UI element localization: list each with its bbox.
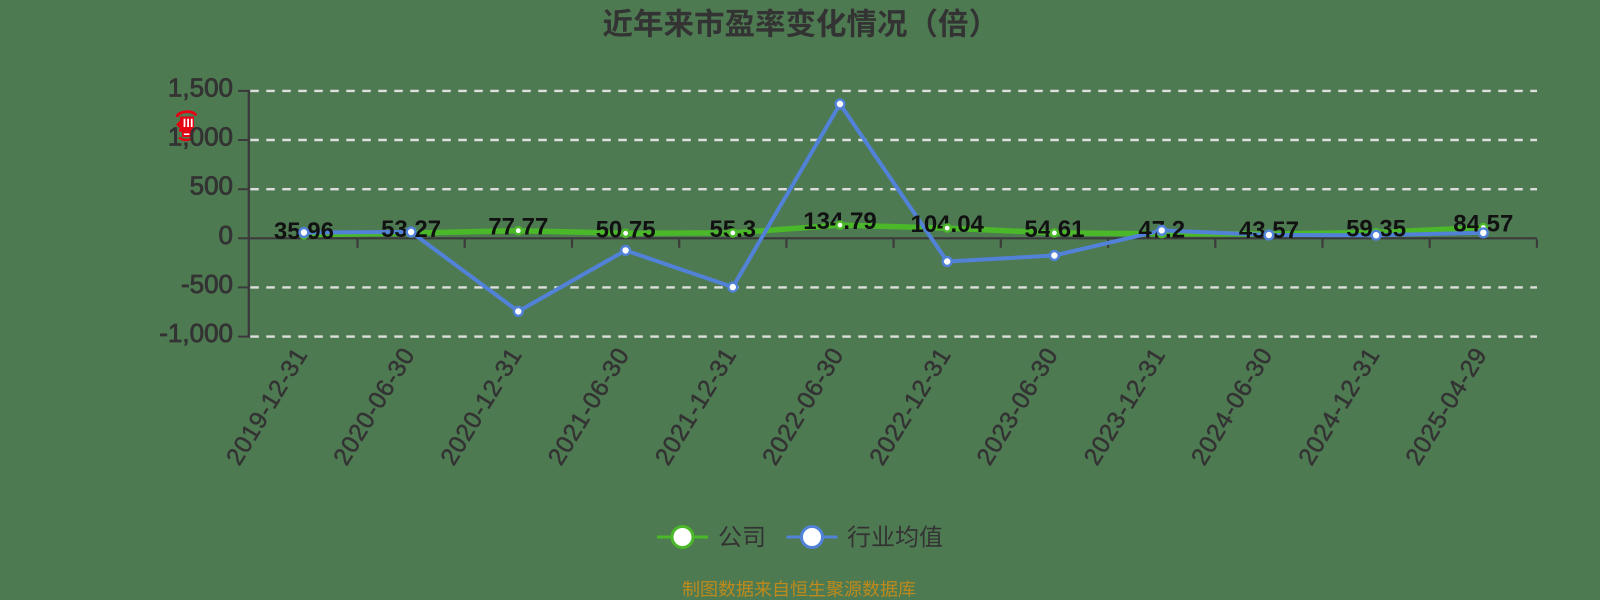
svg-text:0: 0 [219,220,233,250]
svg-text:1,000: 1,000 [168,122,233,152]
svg-text:1,500: 1,500 [168,72,233,102]
svg-text:-500: -500 [181,269,233,299]
svg-text:500: 500 [190,171,233,201]
svg-text:-1,000: -1,000 [159,318,233,348]
